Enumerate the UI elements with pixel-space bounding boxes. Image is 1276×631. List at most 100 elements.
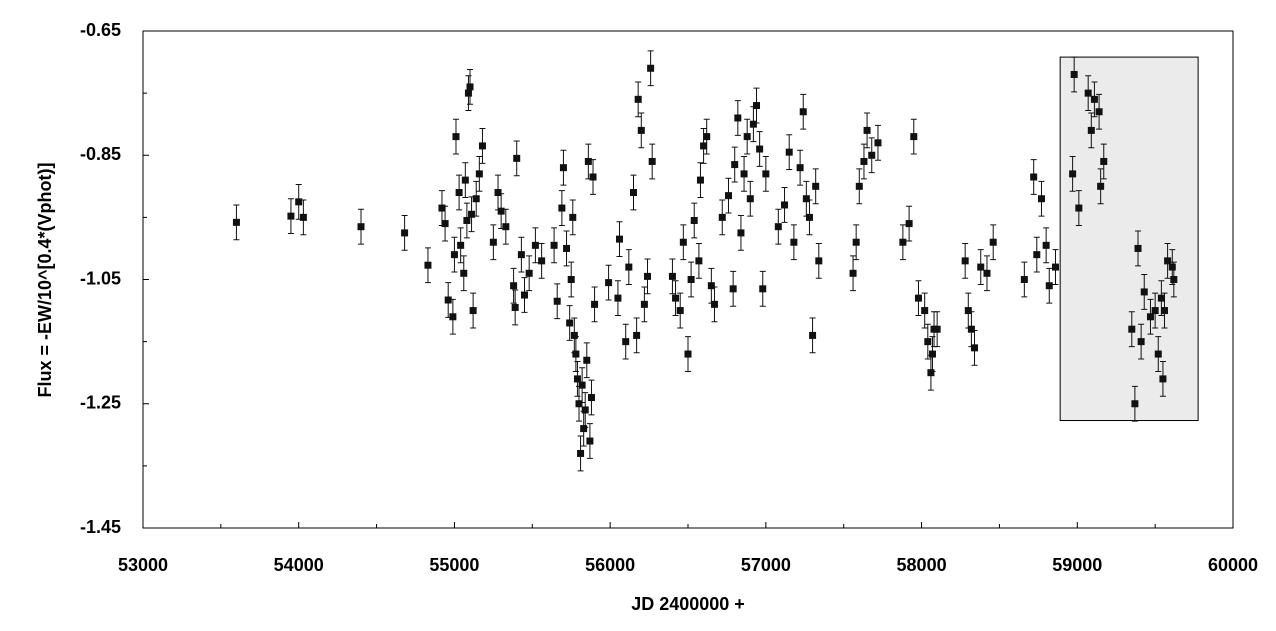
data-point	[455, 189, 463, 197]
data-point	[444, 296, 452, 304]
data-point	[868, 151, 876, 159]
data-point	[1095, 108, 1103, 116]
data-point	[977, 263, 985, 271]
highlight-box	[1059, 56, 1199, 422]
data-point	[1084, 89, 1092, 97]
data-point	[511, 303, 519, 311]
data-point	[737, 229, 745, 237]
data-point	[647, 64, 655, 72]
x-tick-label: 56000	[585, 555, 635, 575]
data-point	[756, 145, 764, 153]
data-point	[450, 251, 458, 259]
data-point	[796, 164, 804, 172]
data-point	[1159, 375, 1167, 383]
x-tick-label: 53000	[118, 555, 168, 575]
data-point	[724, 192, 732, 200]
y-tick-label: -1.25	[80, 393, 121, 413]
data-point	[928, 350, 936, 358]
data-point	[625, 263, 633, 271]
y-axis-title: Flux = -EW/10^[0.4*(Vphot)]	[35, 162, 55, 397]
data-point	[569, 213, 577, 221]
data-point	[494, 189, 502, 197]
data-point	[1140, 288, 1148, 296]
data-point	[575, 400, 583, 408]
data-point	[1069, 170, 1077, 178]
data-point	[1070, 70, 1078, 78]
data-point	[815, 257, 823, 265]
data-point	[502, 223, 510, 231]
data-point	[572, 350, 580, 358]
data-point	[558, 204, 566, 212]
x-tick-label: 54000	[274, 555, 324, 575]
data-point	[357, 223, 365, 231]
data-point	[855, 182, 863, 190]
data-point	[587, 394, 595, 402]
data-point	[910, 133, 918, 141]
data-point	[634, 95, 642, 103]
data-point	[1160, 307, 1168, 315]
data-point	[461, 176, 469, 184]
data-point	[1131, 400, 1139, 408]
data-point	[1051, 263, 1059, 271]
x-tick-label: 60000	[1208, 555, 1258, 575]
x-tick-label: 58000	[897, 555, 947, 575]
data-point	[577, 449, 585, 457]
data-point	[1090, 95, 1098, 103]
data-point	[1128, 325, 1136, 333]
data-point	[781, 201, 789, 209]
data-point	[464, 89, 472, 97]
data-point	[899, 238, 907, 246]
data-point	[774, 223, 782, 231]
data-point	[785, 148, 793, 156]
data-point	[1164, 257, 1172, 265]
data-point	[961, 257, 969, 265]
data-point	[964, 307, 972, 315]
data-point	[463, 216, 471, 224]
data-point	[746, 195, 754, 203]
data-point	[567, 276, 575, 283]
data-point	[1157, 294, 1165, 302]
data-point	[696, 176, 704, 184]
data-point	[559, 164, 567, 172]
data-point	[860, 157, 868, 165]
data-point	[563, 244, 571, 252]
data-point	[510, 282, 518, 290]
data-point	[924, 338, 932, 346]
data-point	[1151, 307, 1159, 315]
data-point	[684, 350, 692, 358]
data-point	[295, 198, 303, 206]
data-point	[438, 204, 446, 212]
data-point	[753, 102, 761, 110]
data-point	[921, 307, 929, 315]
data-point	[531, 241, 539, 249]
data-point	[1097, 182, 1105, 190]
data-point	[812, 182, 820, 190]
data-point	[809, 331, 817, 339]
data-point	[640, 300, 648, 308]
data-point	[517, 251, 525, 259]
data-point	[1042, 241, 1050, 249]
data-point	[586, 437, 594, 445]
data-point	[580, 425, 588, 433]
data-point	[707, 282, 715, 290]
data-point	[743, 133, 751, 141]
data-point	[1154, 350, 1162, 358]
data-point	[614, 294, 622, 302]
data-point	[1168, 263, 1176, 271]
data-point	[538, 257, 546, 265]
data-point	[762, 170, 770, 178]
x-tick-label: 57000	[741, 555, 791, 575]
data-point	[759, 285, 767, 293]
data-point	[615, 235, 623, 243]
data-point	[299, 213, 307, 221]
x-tick-label: 55000	[429, 555, 479, 575]
data-point	[672, 294, 680, 302]
data-point	[472, 195, 480, 203]
data-point	[690, 216, 698, 224]
data-point	[578, 381, 586, 389]
data-point	[914, 294, 922, 302]
data-point	[648, 157, 656, 165]
data-point	[1146, 313, 1154, 321]
data-point	[933, 325, 941, 333]
